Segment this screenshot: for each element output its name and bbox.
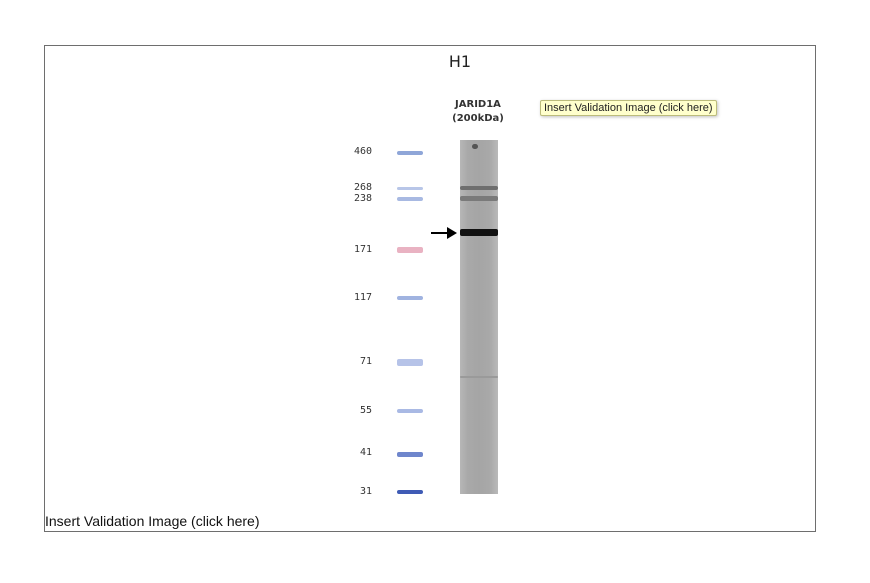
marker-label-117: 117 [353,292,372,303]
lane-label: JARID1A (200kDa) [438,98,518,126]
blot-band-secondary [460,196,498,201]
marker-label-171: 171 [353,244,372,255]
ladder-band-268 [397,187,423,190]
insert-image-link[interactable]: Insert Validation Image (click here) [45,513,260,529]
marker-label-31: 31 [359,486,372,497]
ladder-band-238 [397,197,423,201]
blot-spot [472,144,478,149]
marker-label-41: 41 [359,447,372,458]
ladder-band-460 [397,151,423,155]
ladder-band-41 [397,452,423,457]
blot-lane [460,140,498,494]
blot-band-faint [460,376,498,378]
ladder-band-171 [397,247,423,253]
blot-band-upper [460,186,498,190]
ladder-band-117 [397,296,423,300]
panel-title: H1 [448,52,472,71]
ladder-band-55 [397,409,423,413]
marker-label-460: 460 [353,146,372,157]
ladder-band-31 [397,490,423,494]
ladder-band-71 [397,359,423,366]
insert-image-tooltip[interactable]: Insert Validation Image (click here) [540,100,717,116]
marker-label-268: 268 [353,182,372,193]
blot-band-target [460,229,498,236]
marker-label-71: 71 [359,356,372,367]
arrow-right-icon [431,227,457,239]
marker-label-55: 55 [359,405,372,416]
image-frame [44,45,816,532]
lane-label-protein: JARID1A [455,99,501,110]
marker-label-238: 238 [353,193,372,204]
lane-label-size: (200kDa) [452,113,504,124]
